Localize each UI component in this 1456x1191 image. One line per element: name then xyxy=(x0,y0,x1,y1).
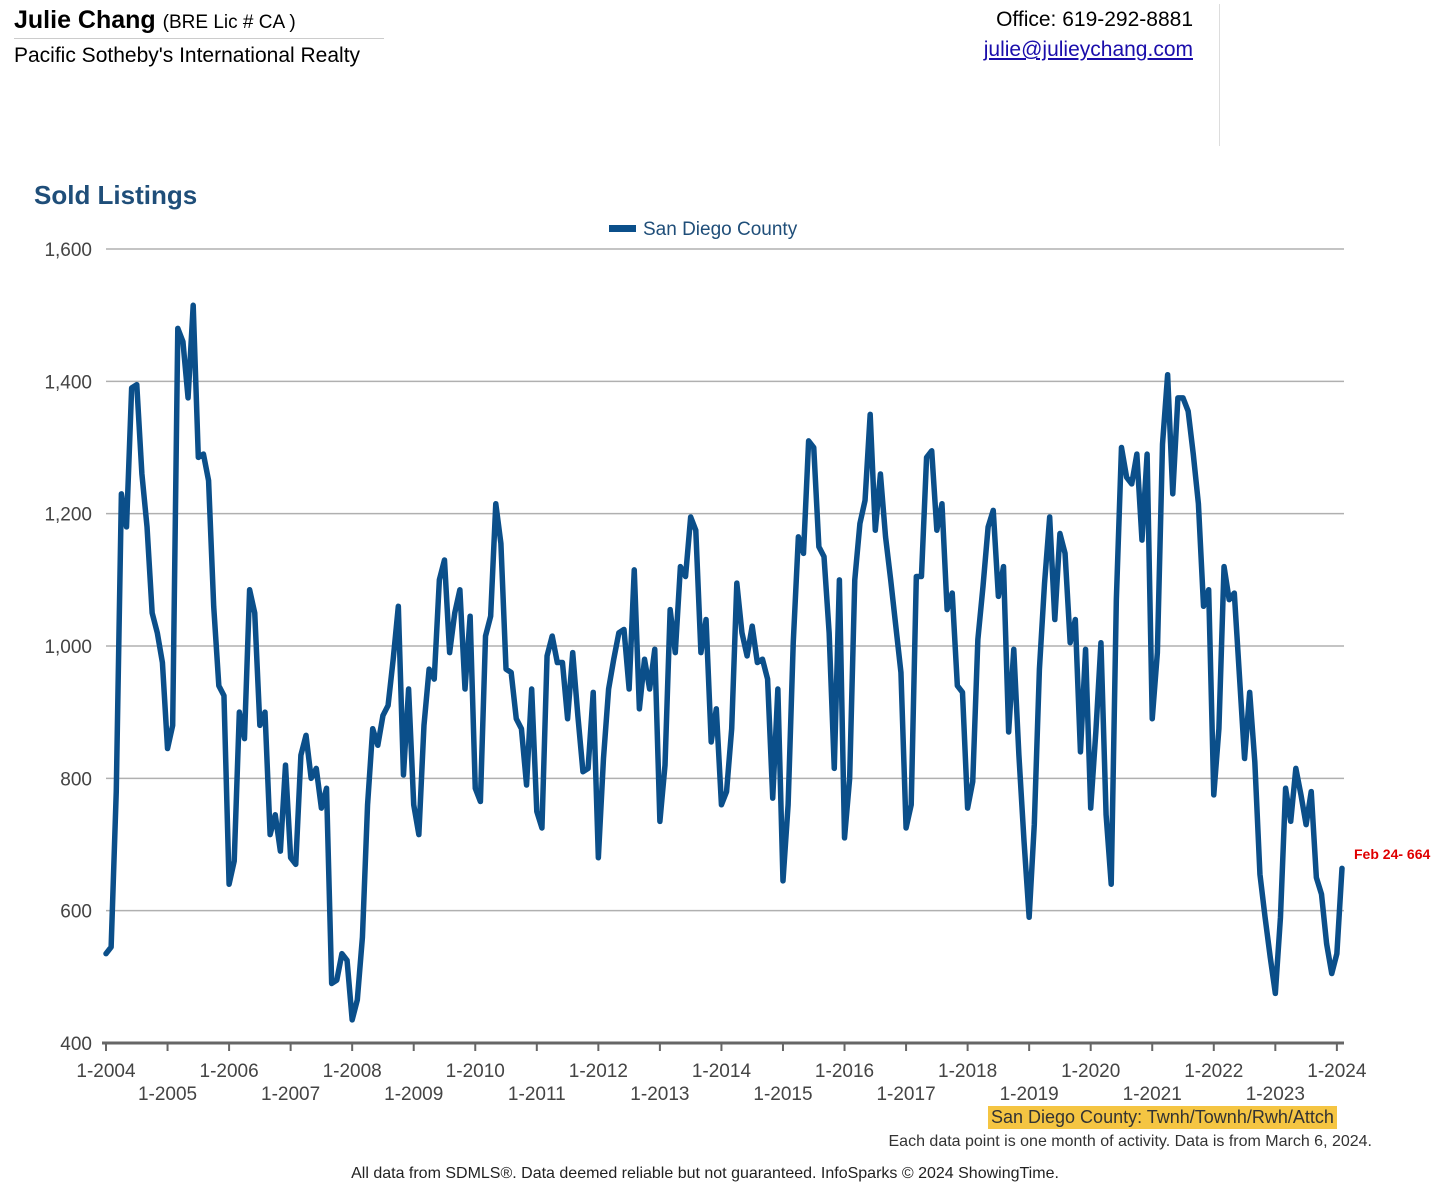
x-tick-label: 1-2022 xyxy=(1184,1061,1243,1082)
office-phone: Office: 619-292-8881 xyxy=(996,8,1193,31)
data-source-note: Each data point is one month of activity… xyxy=(888,1133,1373,1150)
email-link[interactable]: julie@julieychang.com xyxy=(983,38,1193,61)
x-tick-label: 1-2009 xyxy=(384,1084,443,1105)
x-tick-label: 1-2006 xyxy=(200,1061,259,1082)
x-tick-label: 1-2013 xyxy=(630,1084,689,1105)
x-tick-label: 1-2011 xyxy=(508,1084,566,1105)
x-tick-label: 1-2017 xyxy=(876,1084,935,1105)
agent-name-text: Julie Chang xyxy=(14,6,156,34)
x-tick-label: 1-2020 xyxy=(1061,1061,1120,1082)
x-tick-label: 1-2007 xyxy=(261,1084,320,1105)
header-vertical-divider xyxy=(1219,4,1220,146)
x-tick-label: 1-2019 xyxy=(1000,1084,1059,1105)
legend-label: San Diego County xyxy=(643,219,798,240)
y-tick-label: 1,000 xyxy=(44,637,92,658)
x-tick-label: 1-2014 xyxy=(692,1061,752,1082)
header-divider xyxy=(14,38,384,39)
x-tick-label: 1-2008 xyxy=(323,1061,382,1082)
chart-title: Sold Listings xyxy=(34,180,198,210)
x-tick-label: 1-2023 xyxy=(1246,1084,1305,1105)
x-tick-label: 1-2010 xyxy=(446,1061,505,1082)
x-tick-label: 1-2021 xyxy=(1123,1084,1182,1105)
agent-company: Pacific Sotheby's International Realty xyxy=(14,44,361,67)
x-tick-label: 1-2005 xyxy=(138,1084,197,1105)
x-tick-label: 1-2012 xyxy=(569,1061,628,1082)
last-value-annotation: Feb 24- 664 xyxy=(1354,846,1430,862)
disclaimer: All data from SDMLS®. Data deemed reliab… xyxy=(351,1165,1059,1182)
y-tick-label: 1,400 xyxy=(44,372,92,393)
legend-swatch xyxy=(609,225,636,232)
y-tick-label: 800 xyxy=(60,769,92,790)
x-tick-label: 1-2004 xyxy=(76,1061,136,1082)
license-number: (BRE Lic # CA ) xyxy=(162,12,296,33)
y-tick-label: 1,600 xyxy=(44,240,92,261)
series-line-san-diego-county xyxy=(103,302,1345,1023)
x-tick-label: 1-2018 xyxy=(938,1061,997,1082)
x-tick-label: 1-2016 xyxy=(815,1061,874,1082)
agent-name: Julie Chang (BRE Lic # CA ) xyxy=(14,6,296,35)
x-tick-label: 1-2015 xyxy=(753,1084,812,1105)
y-tick-label: 1,200 xyxy=(44,505,92,526)
x-tick-label: 1-2024 xyxy=(1307,1061,1367,1082)
area-filter-note: San Diego County: Twnh/Townh/Rwh/Attch xyxy=(988,1106,1337,1129)
y-tick-label: 400 xyxy=(60,1034,92,1055)
y-tick-label: 600 xyxy=(60,902,92,923)
